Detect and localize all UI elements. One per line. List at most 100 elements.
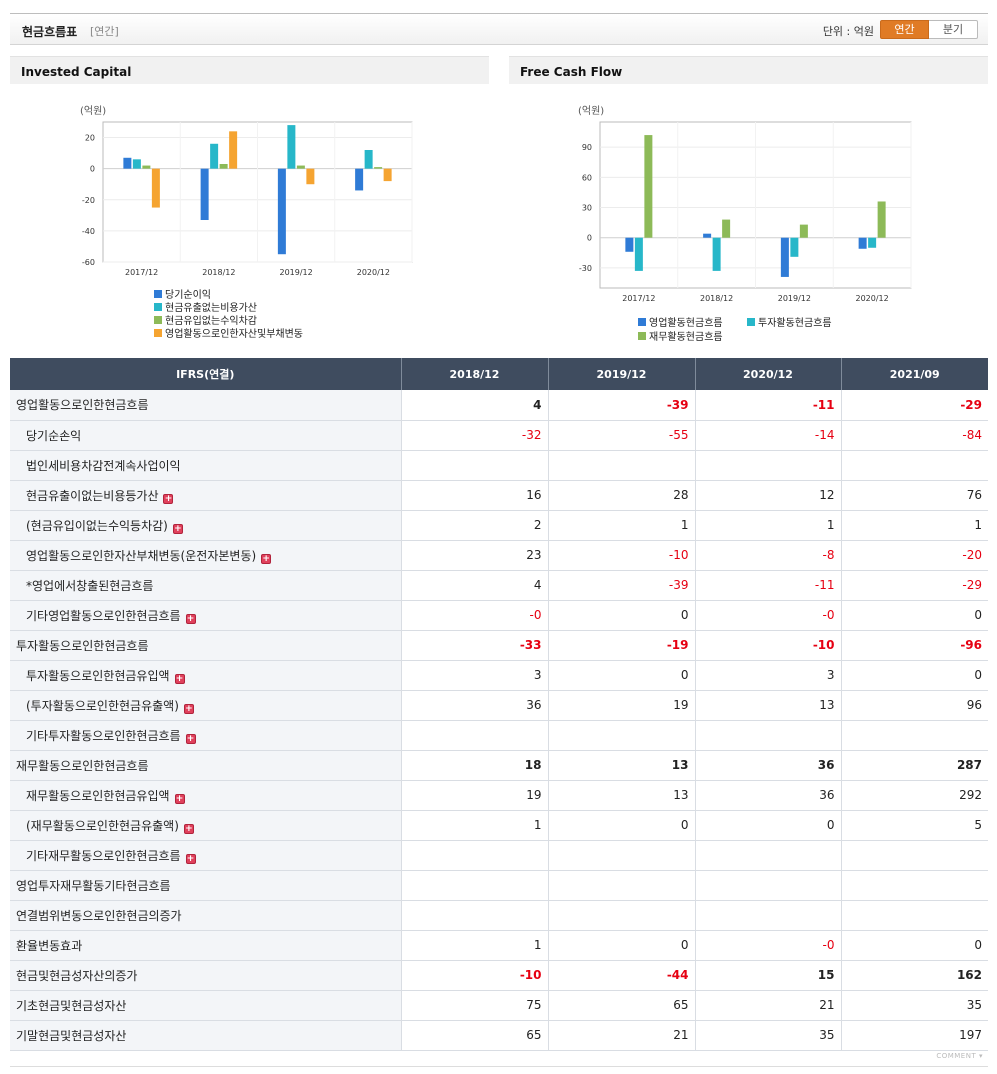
x-tick-label: 2020/12	[357, 268, 390, 277]
row-label: 현금및현금성자산의증가	[10, 960, 401, 991]
table-cell: -44	[547, 960, 695, 991]
table-cell: 36	[400, 690, 548, 721]
table-header-row: IFRS(연결) 2018/12 2019/12 2020/12 2021/09	[10, 358, 988, 390]
table-cell: 18	[400, 750, 548, 781]
bar-당기순이익	[200, 168, 209, 220]
bar-재무활동현금흐름	[799, 224, 808, 238]
annual-toggle-button[interactable]: 연간	[880, 20, 929, 39]
column-header: 2018/12	[400, 358, 548, 390]
row-label-text: 기타영업활동으로인한현금흐름	[26, 608, 181, 623]
table-cell: -10	[547, 540, 695, 571]
table-cell: 1	[547, 510, 695, 541]
bar-재무활동현금흐름	[877, 201, 886, 238]
table-cell: 0	[547, 660, 695, 691]
table-cell: 3	[694, 660, 841, 691]
invested-capital-chart: (억원) 20 0 -20 -40 -60 2017/12 2018/12 2019/12 202…	[80, 105, 413, 340]
row-label: 투자활동으로인한현금흐름	[10, 630, 401, 661]
bar-현금유입없는수익차감	[296, 165, 305, 169]
table-row: 법인세비용차감전계속사업이익	[10, 450, 988, 481]
table-cell: -32	[400, 420, 548, 451]
expand-plus-icon[interactable]: +	[163, 493, 174, 504]
table-cell: 15	[694, 960, 841, 991]
invested-capital-title: Invested Capital	[21, 65, 132, 79]
table-cell	[547, 720, 695, 751]
table-cell: 13	[547, 780, 695, 811]
row-label-text: 현금및현금성자산의증가	[16, 968, 138, 983]
table-cell	[400, 870, 548, 901]
table-cell	[547, 870, 695, 901]
legend-label: 재무활동현금흐름	[649, 330, 723, 343]
table-cell: 1	[400, 930, 548, 961]
table-row: 현금및현금성자산의증가 -10 -44 15 162	[10, 960, 988, 991]
y-tick-label: 60	[582, 173, 592, 182]
row-label: 기초현금및현금성자산	[10, 990, 401, 1021]
table-cell	[547, 450, 695, 481]
table-cell: 2	[400, 510, 548, 541]
row-label-text: (현금유입이없는수익등차감)	[26, 518, 168, 533]
expand-plus-icon[interactable]: +	[183, 823, 194, 834]
y-tick-label: 0	[90, 165, 95, 174]
bar-영업활동현금흐름	[625, 237, 634, 252]
legend-swatch	[747, 318, 755, 326]
table-cell: -33	[400, 630, 548, 661]
free-cash-flow-chart: (억원) 90 60 30 0 -30 2017/12 2018/12 2019/12 2020/…	[578, 105, 912, 343]
table-cell: 96	[840, 690, 988, 721]
table-cell: 0	[547, 810, 695, 841]
y-unit-label: (억원)	[80, 105, 106, 117]
table-cell	[840, 900, 988, 931]
table-row: (현금유입이없는수익등차감) +2 1 1 1	[10, 510, 988, 541]
x-tick-label: 2018/12	[202, 268, 235, 277]
table-row: 현금유출이없는비용등가산 +16 28 12 76	[10, 480, 988, 511]
table-cell	[840, 840, 988, 871]
expand-plus-icon[interactable]: +	[172, 523, 183, 534]
row-label: 기타영업활동으로인한현금흐름 +	[10, 600, 401, 631]
x-tick-label: 2020/12	[856, 294, 889, 303]
x-tick-label: 2019/12	[280, 268, 313, 277]
y-tick-label: 0	[587, 234, 592, 243]
expand-plus-icon[interactable]: +	[185, 733, 196, 744]
table-cell: 1	[400, 810, 548, 841]
expand-plus-icon[interactable]: +	[174, 793, 185, 804]
period-toggle: 연간 분기	[880, 20, 978, 39]
row-label: 재무활동으로인한현금유입액 +	[10, 780, 401, 811]
expand-plus-icon[interactable]: +	[185, 853, 196, 864]
row-label-text: 환율변동효과	[16, 938, 83, 953]
quarter-toggle-button[interactable]: 분기	[929, 20, 978, 39]
table-cell: 76	[840, 480, 988, 511]
bar-현금유출없는비용가산	[364, 150, 373, 169]
legend-label: 투자활동현금흐름	[758, 316, 832, 329]
row-label-text: (재무활동으로인한현금유출액)	[26, 818, 179, 833]
table-cell: 36	[694, 750, 841, 781]
legend-label: 영업활동으로인한자산및부채변동	[165, 327, 303, 340]
bar-당기순이익	[277, 168, 286, 255]
row-label: 투자활동으로인한현금유입액 +	[10, 660, 401, 691]
y-unit-label: (억원)	[578, 105, 604, 117]
table-cell: 23	[400, 540, 548, 571]
legend-label: 영업활동현금흐름	[649, 316, 723, 329]
row-label-text: 기말현금및현금성자산	[16, 1028, 127, 1043]
y-tick-label: -20	[82, 196, 95, 205]
table-cell	[694, 840, 841, 871]
table-cell: 0	[840, 930, 988, 961]
y-tick-label: -60	[82, 258, 95, 267]
comment-toggle[interactable]: COMMENT ▾	[936, 1052, 983, 1060]
column-header: 2020/12	[694, 358, 841, 390]
table-row: 기타투자활동으로인한현금흐름 +	[10, 720, 988, 751]
table-cell: 1	[840, 510, 988, 541]
table-cell	[547, 840, 695, 871]
table-cell: -0	[694, 600, 841, 631]
table-cell: -8	[694, 540, 841, 571]
row-label-text: 투자활동으로인한현금유입액	[26, 668, 170, 683]
expand-plus-icon[interactable]: +	[261, 553, 272, 564]
table-cell	[694, 870, 841, 901]
expand-plus-icon[interactable]: +	[185, 613, 196, 624]
expand-plus-icon[interactable]: +	[183, 703, 194, 714]
table-cell: -29	[840, 390, 988, 421]
table-cell: -0	[694, 930, 841, 961]
table-cell: 287	[840, 750, 988, 781]
row-label-text: 연결범위변동으로인한현금의증가	[16, 908, 182, 923]
expand-plus-icon[interactable]: +	[174, 673, 185, 684]
table-cell: 75	[400, 990, 548, 1021]
table-cell: -10	[400, 960, 548, 991]
table-row: 영업투자재무활동기타현금흐름	[10, 870, 988, 901]
